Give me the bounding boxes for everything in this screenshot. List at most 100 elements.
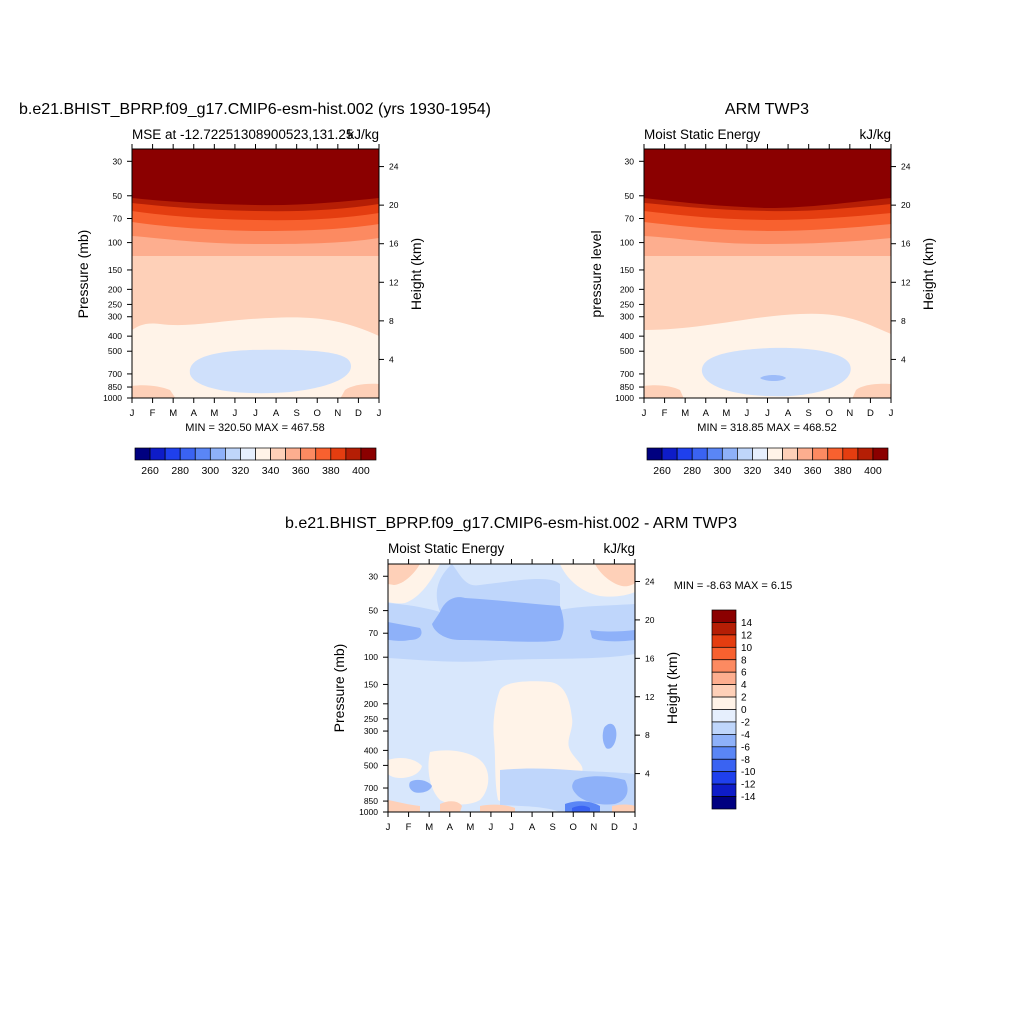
x-tick-label: M: [169, 408, 177, 419]
colorbar-label: 360: [292, 465, 310, 477]
panel3-axes: J F M A M J J A S O N D J 30 50 70 100 150 200 250 300 400 500…: [359, 559, 655, 833]
colorbar-swatch: [300, 447, 317, 461]
y2-tick-label: 4: [901, 354, 906, 364]
colorbar-swatch: [782, 447, 798, 461]
x-tick-label: A: [273, 408, 280, 419]
y-tick-label: 150: [364, 679, 378, 689]
y-tick-label: 30: [113, 156, 123, 166]
y-tick-label: 100: [364, 652, 378, 662]
y-tick-label: 700: [620, 369, 634, 379]
x-tick-label: F: [662, 408, 668, 419]
panel2-minmax: MIN = 318.85 MAX = 468.52: [697, 422, 836, 434]
panel3-minmax: MIN = -8.63 MAX = 6.15: [674, 580, 793, 592]
y-tick-label: 30: [369, 571, 379, 581]
y-tick-label: 150: [108, 265, 122, 275]
y-tick-label: 100: [108, 238, 122, 248]
colorbar-label: 320: [744, 465, 762, 477]
colorbar-label: 400: [352, 465, 370, 477]
y-tick-label: 250: [108, 299, 122, 309]
panel2-units: kJ/kg: [859, 127, 891, 142]
panel-difference-mse: b.e21.BHIST_BPRP.f09_g17.CMIP6-esm-hist.…: [285, 515, 792, 833]
colorbar-swatch: [711, 796, 737, 810]
colorbar-swatch: [661, 447, 678, 461]
y-tick-label: 500: [108, 346, 122, 356]
y2-tick-label: 20: [901, 200, 911, 210]
x-tick-label: M: [466, 822, 474, 833]
colorbar-swatch: [872, 447, 889, 461]
colorbar-swatch: [706, 447, 723, 461]
y-tick-label: 850: [620, 382, 634, 392]
colorbar-label: 340: [774, 465, 792, 477]
x-tick-label: F: [150, 408, 156, 419]
y-tick-label: 400: [620, 331, 634, 341]
colorbar-swatch: [315, 447, 332, 461]
colorbar-label: 280: [171, 465, 189, 477]
x-tick-label: D: [355, 408, 362, 419]
x-tick-label: A: [191, 408, 198, 419]
panel1-contour-field: [132, 149, 379, 398]
x-tick-label: O: [570, 822, 577, 833]
panel2-title: ARM TWP3: [725, 101, 809, 118]
y-tick-label: 50: [113, 191, 123, 201]
x-tick-label: M: [722, 408, 730, 419]
y-tick-label: 300: [364, 726, 378, 736]
x-tick-label: J: [130, 408, 135, 419]
colorbar-label: 10: [741, 643, 753, 654]
y2-tick-label: 8: [389, 316, 394, 326]
colorbar-label: 380: [322, 465, 340, 477]
x-tick-label: J: [253, 408, 258, 419]
colorbar-label: 340: [262, 465, 280, 477]
colorbar-swatch: [857, 447, 874, 461]
colorbar-swatch: [827, 447, 844, 461]
y-tick-label: 50: [625, 191, 635, 201]
colorbar-swatch: [711, 734, 737, 748]
y2-tick-label: 16: [901, 239, 911, 249]
colorbar-swatch: [691, 447, 708, 461]
colorbar-swatch: [285, 447, 302, 461]
x-tick-label: D: [611, 822, 618, 833]
panel2-contour-field: [644, 149, 891, 398]
colorbar-swatch: [797, 447, 814, 461]
colorbar-label: 360: [804, 465, 822, 477]
panel2-left-label: Moist Static Energy: [644, 127, 761, 142]
y2-tick-label: 24: [901, 162, 911, 172]
colorbar-swatch: [711, 684, 737, 698]
x-tick-label: D: [867, 408, 874, 419]
x-tick-label: A: [529, 822, 536, 833]
panel3-ylabel: Pressure (mb): [331, 644, 347, 733]
colorbar-swatch: [711, 746, 737, 760]
colorbar-swatch: [767, 447, 783, 461]
x-tick-label: J: [765, 408, 770, 419]
y-tick-label: 1000: [359, 807, 378, 817]
panel1-minmax: MIN = 320.50 MAX = 467.58: [185, 422, 324, 434]
colorbar-swatch: [711, 758, 737, 773]
y2-tick-label: 20: [389, 200, 399, 210]
panel3-ylabel-right: Height (km): [664, 652, 680, 724]
y-tick-label: 850: [364, 796, 378, 806]
colorbar-swatch: [255, 447, 271, 461]
colorbar-swatch: [842, 447, 859, 461]
colorbar-swatch: [711, 646, 737, 661]
colorbar-swatch: [149, 447, 166, 461]
x-tick-label: J: [377, 408, 382, 419]
colorbar-label: 300: [714, 465, 732, 477]
x-tick-label: M: [425, 822, 433, 833]
y-tick-label: 70: [369, 628, 379, 638]
panel2-colorbar: 260 280 300 320 340 360 380 400: [646, 447, 889, 477]
x-tick-label: A: [447, 822, 454, 833]
y2-tick-label: 8: [645, 730, 650, 740]
y-tick-label: 300: [620, 312, 634, 322]
colorbar-label: 2: [741, 693, 747, 704]
x-tick-label: S: [293, 408, 299, 419]
y-tick-label: 850: [108, 382, 122, 392]
x-tick-label: N: [590, 822, 597, 833]
y-tick-label: 500: [620, 346, 634, 356]
x-tick-label: J: [633, 822, 638, 833]
colorbar-label: 260: [141, 465, 159, 477]
colorbar-swatch: [345, 447, 362, 461]
colorbar-label: 320: [232, 465, 250, 477]
y-tick-label: 200: [364, 699, 378, 709]
